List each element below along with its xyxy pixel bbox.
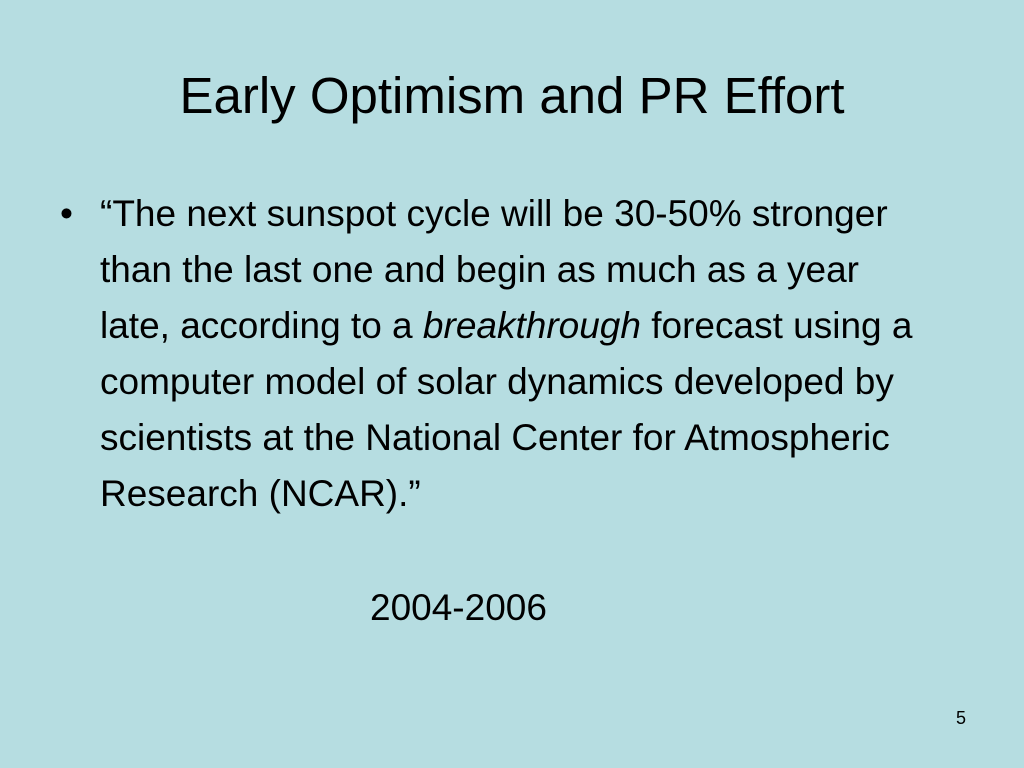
page-number: 5 — [955, 708, 966, 728]
date-range: 2004-2006 — [370, 587, 547, 628]
quote-text: “The next sunspot cycle will be 30-50% s… — [100, 186, 920, 522]
quote-emphasis: breakthrough — [422, 305, 641, 346]
quote-before-emphasis: “The next sunspot cycle will be 30-50% s… — [100, 193, 888, 346]
bullet-marker: • — [60, 193, 73, 234]
slide-title: Early Optimism and PR Effort — [179, 67, 845, 124]
quote-after-emphasis: forecast using a computer model of solar… — [100, 305, 913, 514]
quote-bullet-item: • “The next sunspot cycle will be 30-50%… — [60, 186, 920, 522]
slide-body: • “The next sunspot cycle will be 30-50%… — [60, 186, 920, 522]
